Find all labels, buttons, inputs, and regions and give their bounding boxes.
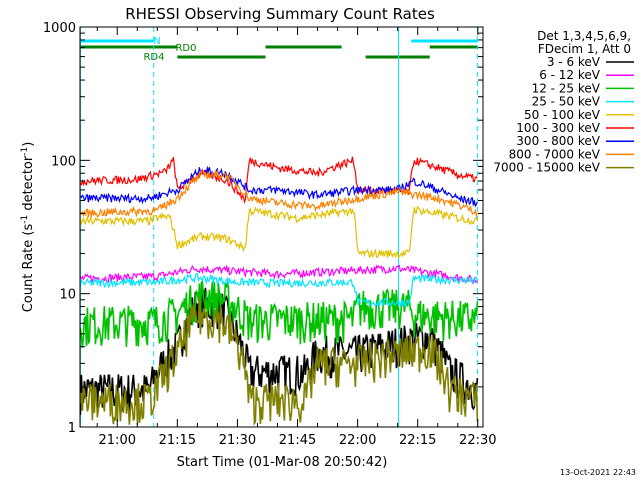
x-tick-label-1: 21:15 <box>159 433 196 448</box>
y-axis-label-end: ) <box>21 142 36 147</box>
flags-layer: NRD0RD4 <box>80 36 478 63</box>
x-axis-label: Start Time (01-Mar-08 20:50:42) <box>177 455 388 470</box>
timestamp: 13-Oct-2021 22:43 <box>560 468 636 477</box>
series-line-7 <box>79 168 478 218</box>
legend-header-2: FDecim 1, Att 0 <box>538 42 631 56</box>
y-tick-label-1: 10 <box>59 288 76 303</box>
x-tick-label-0: 21:00 <box>99 433 136 448</box>
flag-label-RD0: RD0 <box>175 43 196 54</box>
x-axis: 21:00 21:15 21:30 21:45 22:00 22:15 22:30 <box>96 27 497 448</box>
x-tick-label-3: 21:45 <box>279 433 316 448</box>
y-tick-label-2: 100 <box>51 154 76 169</box>
legend-label-1: 6 - 12 keV <box>539 68 601 82</box>
x-tick-label-2: 21:30 <box>219 433 256 448</box>
series-line-3 <box>79 273 478 309</box>
y-axis-label: Count Rate (s-1 detector-1) <box>20 142 36 313</box>
x-tick-label-6: 22:30 <box>459 433 496 448</box>
legend-label-6: 300 - 800 keV <box>516 134 600 148</box>
legend-label-0: 3 - 6 keV <box>547 55 601 69</box>
legend-label-5: 100 - 300 keV <box>516 121 600 135</box>
x-tick-label-4: 22:00 <box>339 433 376 448</box>
y-axis-label-sup2: -1 <box>20 147 30 156</box>
y-axis: 1 10 100 1000 <box>43 21 483 436</box>
series-line-1 <box>79 264 478 285</box>
legend-label-7: 800 - 7000 keV <box>509 147 601 161</box>
series-line-4 <box>79 205 478 260</box>
x-tick-label-5: 22:15 <box>399 433 436 448</box>
y-tick-label-0: 1 <box>68 421 76 436</box>
legend-label-3: 25 - 50 keV <box>532 95 601 109</box>
series-line-6 <box>79 165 478 208</box>
plot-frame <box>79 26 484 428</box>
series-line-2 <box>79 279 479 348</box>
flag-label-N: N <box>153 36 160 47</box>
legend-label-2: 12 - 25 keV <box>532 81 601 95</box>
y-tick-label-3: 1000 <box>43 21 76 36</box>
chart-title: RHESSI Observing Summary Count Rates <box>125 5 435 23</box>
y-axis-label-mid: detector <box>21 155 36 215</box>
y-axis-label-main: Count Rate (s <box>21 224 36 313</box>
series-line-8 <box>79 297 479 427</box>
series-line-5 <box>79 156 478 205</box>
legend-label-8: 7000 - 15000 keV <box>493 161 600 175</box>
legend-header-1: Det 1,3,4,5,6,9, <box>537 29 631 43</box>
legend-label-4: 50 - 100 keV <box>524 108 601 122</box>
y-axis-label-sup1: -1 <box>20 215 30 224</box>
series-layer <box>79 156 479 427</box>
